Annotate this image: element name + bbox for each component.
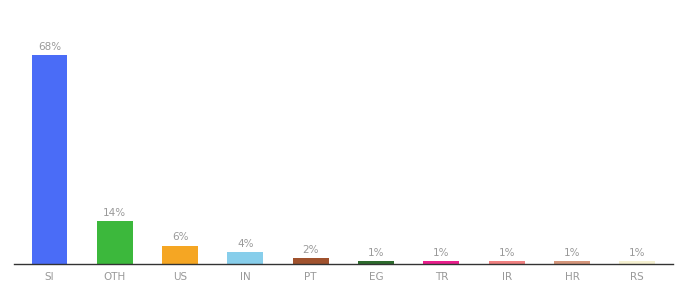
Text: 1%: 1% [368, 248, 384, 258]
Text: 4%: 4% [237, 238, 254, 249]
Text: 2%: 2% [303, 245, 319, 255]
Text: 1%: 1% [629, 248, 645, 258]
Text: 68%: 68% [38, 42, 61, 52]
Bar [424, 261, 459, 264]
Bar [228, 252, 263, 264]
Bar [293, 258, 328, 264]
Bar [358, 261, 394, 264]
Text: 1%: 1% [498, 248, 515, 258]
Bar [489, 261, 525, 264]
Text: 1%: 1% [433, 248, 449, 258]
Bar [619, 261, 656, 264]
Bar [97, 221, 133, 264]
Text: 6%: 6% [172, 232, 188, 242]
Bar [554, 261, 590, 264]
Text: 14%: 14% [103, 208, 126, 218]
Bar [162, 245, 198, 264]
Bar [31, 55, 67, 264]
Text: 1%: 1% [564, 248, 580, 258]
